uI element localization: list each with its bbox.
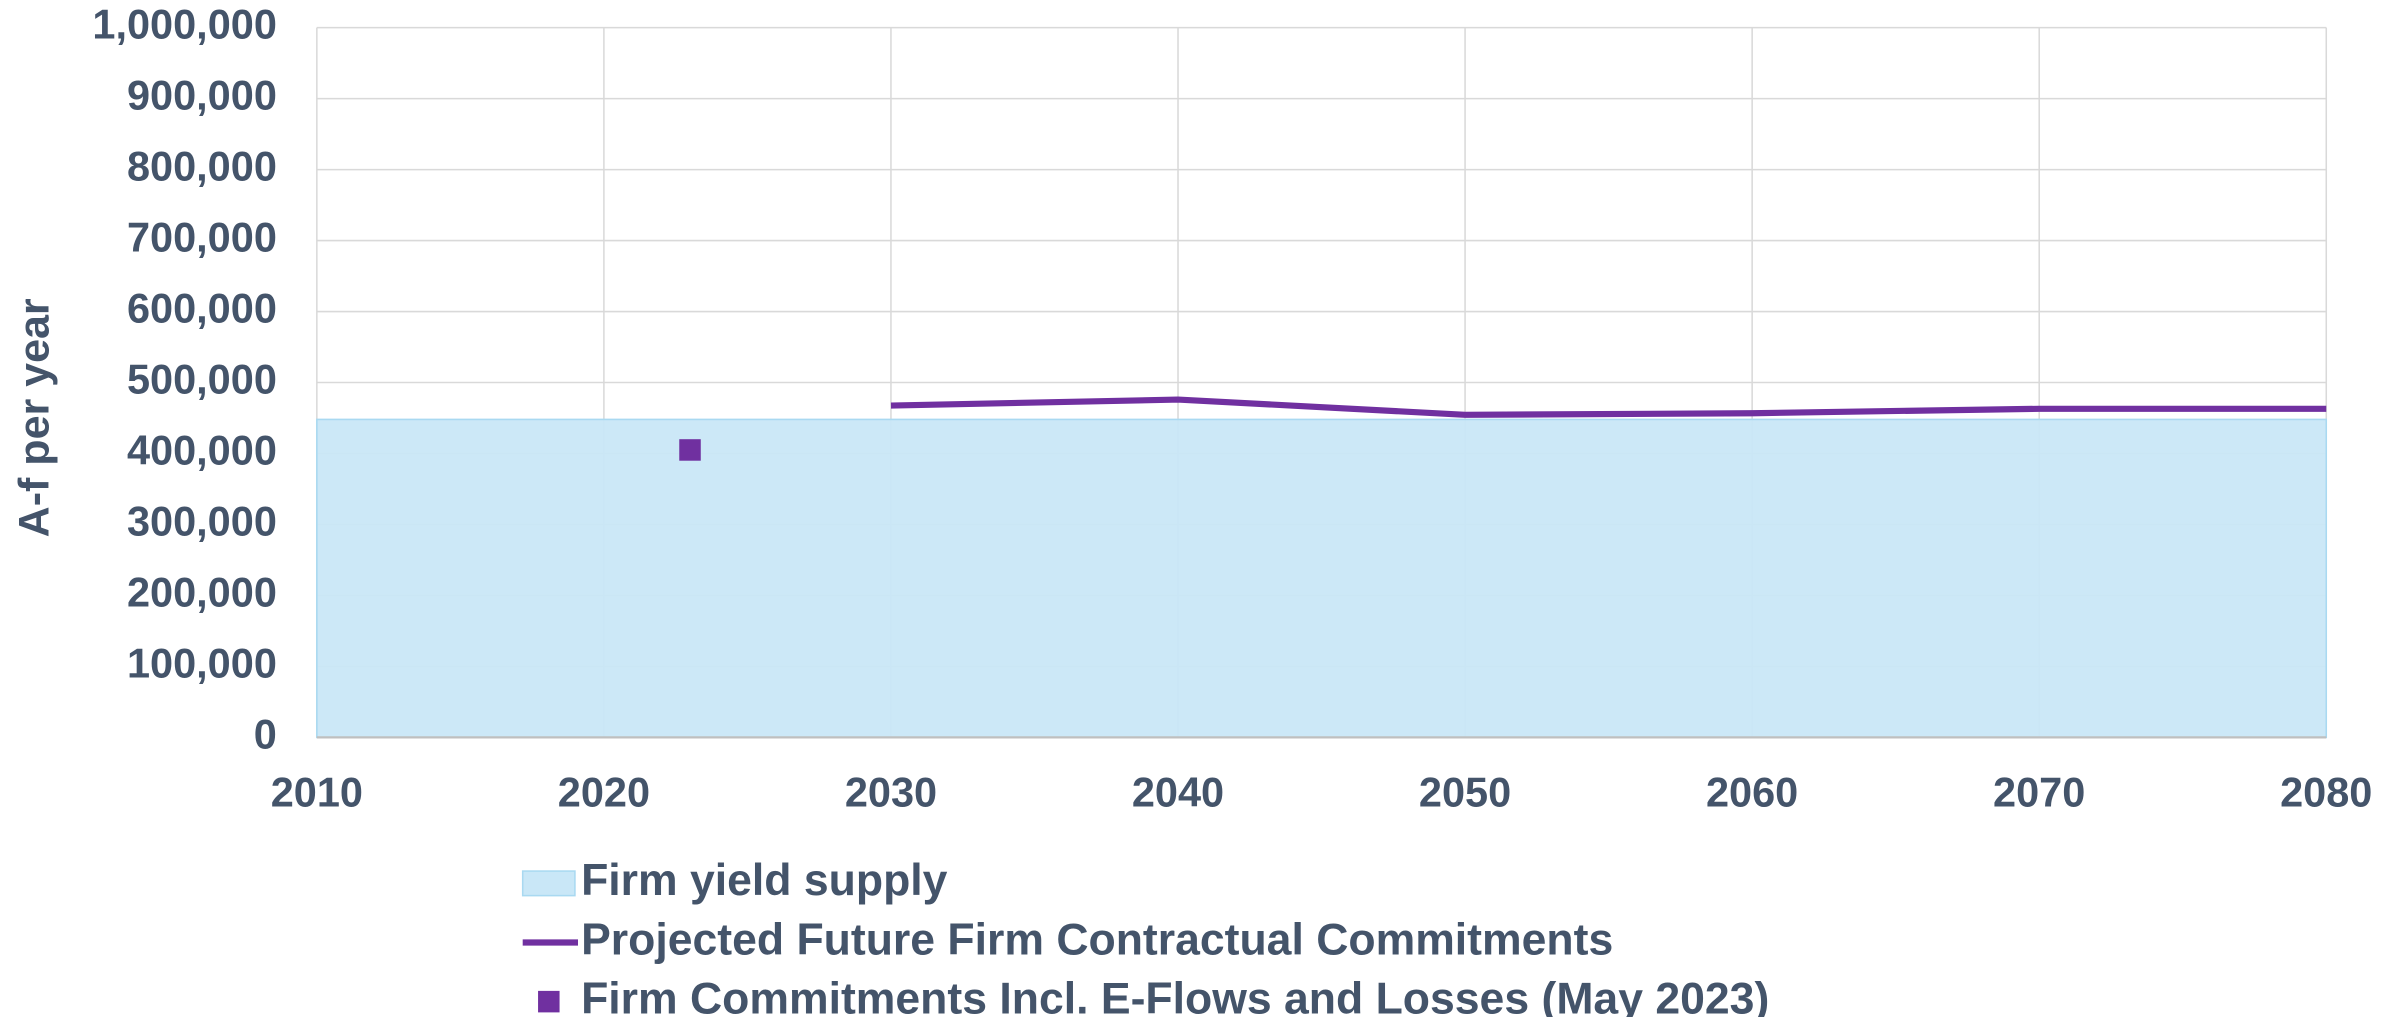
y-tick-label: 400,000 <box>127 426 277 473</box>
x-tick-label: 2010 <box>271 769 363 816</box>
y-tick-label: 800,000 <box>127 143 277 190</box>
y-tick-label: 700,000 <box>127 214 277 261</box>
legend-swatch <box>538 990 560 1013</box>
x-tick-label: 2060 <box>1706 769 1798 816</box>
y-tick-label: 500,000 <box>127 355 277 402</box>
area <box>316 418 2328 739</box>
legend-swatch <box>521 870 576 897</box>
y-tick-label: 0 <box>254 710 277 757</box>
line <box>890 396 2327 418</box>
x-tick-label: 2040 <box>1132 769 1224 816</box>
legend-label: Projected Future Firm Contractual Commit… <box>581 915 1613 964</box>
marker <box>679 439 701 461</box>
legend-label: Firm yield supply <box>581 856 948 905</box>
y-tick-label: 100,000 <box>127 639 277 686</box>
x-tick-label: 2050 <box>1419 769 1511 816</box>
x-tick-label: 2080 <box>2280 769 2372 816</box>
x-tick-label: 2020 <box>558 769 650 816</box>
y-tick-label: 900,000 <box>127 72 277 119</box>
y-tick-label: 300,000 <box>127 497 277 544</box>
y-tick-label: 200,000 <box>127 568 277 615</box>
legend-label: Firm Commitments Incl. E-Flows and Losse… <box>581 974 1769 1017</box>
y-tick-label: 600,000 <box>127 285 277 332</box>
x-tick-label: 2030 <box>845 769 937 816</box>
y-axis-label: A-f per year <box>11 298 59 537</box>
y-tick-label: 1,000,000 <box>92 1 276 48</box>
x-tick-label: 2070 <box>1993 769 2085 816</box>
